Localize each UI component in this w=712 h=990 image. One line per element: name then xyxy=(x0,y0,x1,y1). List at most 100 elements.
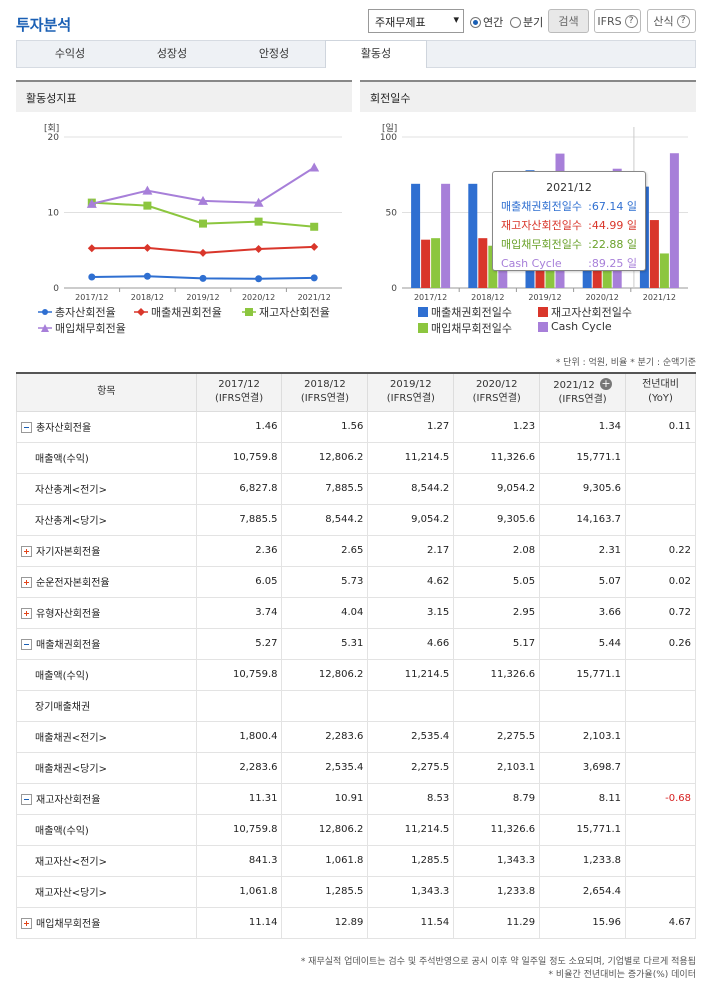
cell-value: 1,285.5 xyxy=(367,844,455,877)
bar[interactable] xyxy=(431,238,441,288)
data-point[interactable] xyxy=(254,217,263,226)
collapse-icon[interactable] xyxy=(21,794,32,805)
header-yoy-label: 전년대비 xyxy=(642,379,679,391)
data-point[interactable] xyxy=(254,244,263,253)
cell-value xyxy=(367,689,455,722)
tab-profitability[interactable]: 수익성 xyxy=(54,47,86,60)
formula-help-button[interactable]: 산식 ? xyxy=(647,9,696,33)
legend-item[interactable]: 매입채무회전일수 xyxy=(418,320,512,336)
right-panel-header: 회전일수 xyxy=(360,80,696,112)
data-point[interactable] xyxy=(309,162,320,172)
data-point[interactable] xyxy=(142,185,153,195)
legend-item[interactable]: Cash Cycle xyxy=(538,320,612,333)
tab-activity[interactable]: 활동성 xyxy=(325,40,427,68)
search-button[interactable]: 검색 xyxy=(548,9,589,33)
data-point[interactable] xyxy=(255,275,263,283)
row-name: 매출채권회전율 xyxy=(36,640,101,651)
row-label: 매출액(수익) xyxy=(16,658,197,691)
data-point[interactable] xyxy=(198,195,208,205)
statement-type-select[interactable]: 주재무제표 ▾ xyxy=(368,9,464,33)
x-tick-label: 2020/12 xyxy=(242,293,275,302)
cell-value: 15,771.1 xyxy=(539,441,627,474)
data-point[interactable] xyxy=(143,201,152,210)
table-header-row: 항목 2017/12 (IFRS연결) 2018/12 (IFRS연결) 2019/… xyxy=(16,372,696,412)
cell-value: 9,305.6 xyxy=(539,472,627,505)
data-point[interactable] xyxy=(253,197,264,207)
legend-item[interactable]: 재고자산회전율 xyxy=(242,304,330,320)
legend-item[interactable]: 재고자산회전일수 xyxy=(538,304,632,320)
tab-stability[interactable]: 안정성 xyxy=(258,47,290,60)
cell-value: 11,214.5 xyxy=(367,813,455,846)
bar[interactable] xyxy=(649,220,659,288)
data-point[interactable] xyxy=(310,222,319,231)
y-tick-label: 20 xyxy=(48,133,60,143)
data-point[interactable] xyxy=(199,274,207,282)
expand-icon[interactable] xyxy=(21,608,32,619)
expand-icon[interactable] xyxy=(21,546,32,557)
collapse-icon[interactable] xyxy=(21,639,32,650)
data-point[interactable] xyxy=(143,243,152,252)
bar[interactable] xyxy=(468,183,478,288)
legend-item[interactable]: 총자산회전율 xyxy=(38,304,116,320)
legend-item[interactable]: 매입채무회전율 xyxy=(38,320,126,336)
cell-value: 12,806.2 xyxy=(281,813,369,846)
expand-icon[interactable] xyxy=(21,577,32,588)
tooltip-value: :22.88 일 xyxy=(588,238,637,251)
bar[interactable] xyxy=(421,239,431,288)
cell-value xyxy=(453,689,541,722)
cell-value xyxy=(539,689,627,722)
bar[interactable] xyxy=(478,238,488,288)
cell-value: 9,305.6 xyxy=(453,503,541,536)
tooltip-label: 매출채권회전일수 xyxy=(501,200,582,213)
data-point[interactable] xyxy=(199,248,207,257)
row-label: 자산총계<당기> xyxy=(16,503,197,536)
cell-value: 5.07 xyxy=(539,565,627,598)
cell-value: 2.65 xyxy=(281,534,369,567)
cell-yoy: 0.02 xyxy=(625,565,696,598)
cell-value: 2.31 xyxy=(539,534,627,567)
units-note: * 단위 : 억원, 비율 * 분기 : 순액기준 xyxy=(555,358,696,368)
tooltip-label: Cash Cycle xyxy=(501,257,562,270)
table-row: 유형자산회전율 3.74 4.04 3.15 2.95 3.66 0.72 xyxy=(16,596,696,629)
x-tick-label: 2021/12 xyxy=(298,293,331,302)
bar[interactable] xyxy=(659,253,669,288)
y-unit-label: [회] xyxy=(44,123,59,134)
header-year-label: 2018/12 xyxy=(304,379,346,391)
x-tick-label: 2017/12 xyxy=(75,293,108,302)
cell-value: 14,163.7 xyxy=(539,503,627,536)
cell-value: 2,535.4 xyxy=(281,751,369,784)
cell-yoy xyxy=(625,441,696,474)
cell-value: 12,806.2 xyxy=(281,441,369,474)
cell-value: 3.66 xyxy=(539,596,627,629)
cell-value: 5.05 xyxy=(453,565,541,598)
data-point[interactable] xyxy=(310,274,318,282)
data-point[interactable] xyxy=(143,272,151,280)
x-tick-label: 2019/12 xyxy=(528,293,561,302)
header-year: 2021/12 + (IFRS연결) xyxy=(539,372,627,412)
cell-value: 11.54 xyxy=(367,906,455,939)
cell-value: 11,214.5 xyxy=(367,658,455,691)
expand-columns-icon[interactable]: + xyxy=(599,376,612,390)
header-yoy: 전년대비 (YoY) xyxy=(625,372,696,412)
expand-icon[interactable] xyxy=(21,918,32,929)
ifrs-help-button[interactable]: IFRS ? xyxy=(594,9,641,33)
activity-ratio-chart: [회] 0 10 20 2017/12 2018/12 2019/12 2020/12 2021… xyxy=(44,123,342,302)
bar[interactable] xyxy=(411,183,421,288)
cell-value: 11.14 xyxy=(195,906,283,939)
cell-value: 2,275.5 xyxy=(453,720,541,753)
data-point[interactable] xyxy=(199,219,207,228)
tab-growth[interactable]: 성장성 xyxy=(156,47,188,60)
legend-item[interactable]: 매출채권회전일수 xyxy=(418,304,512,320)
legend-item[interactable]: 매출채권회전율 xyxy=(134,304,222,320)
radio-quarter[interactable]: 분기 xyxy=(510,14,543,30)
data-point[interactable] xyxy=(86,198,97,208)
collapse-icon[interactable] xyxy=(21,422,32,433)
data-point[interactable] xyxy=(87,244,96,253)
radio-annual[interactable]: 연간 xyxy=(470,14,503,30)
bar[interactable] xyxy=(669,153,679,288)
table-row: 총자산회전율 1.46 1.56 1.27 1.23 1.34 0.11 xyxy=(16,410,696,443)
data-point[interactable] xyxy=(310,242,319,251)
header-year-label: 2021/12 xyxy=(553,379,595,391)
data-point[interactable] xyxy=(88,273,96,281)
bar[interactable] xyxy=(441,183,451,288)
